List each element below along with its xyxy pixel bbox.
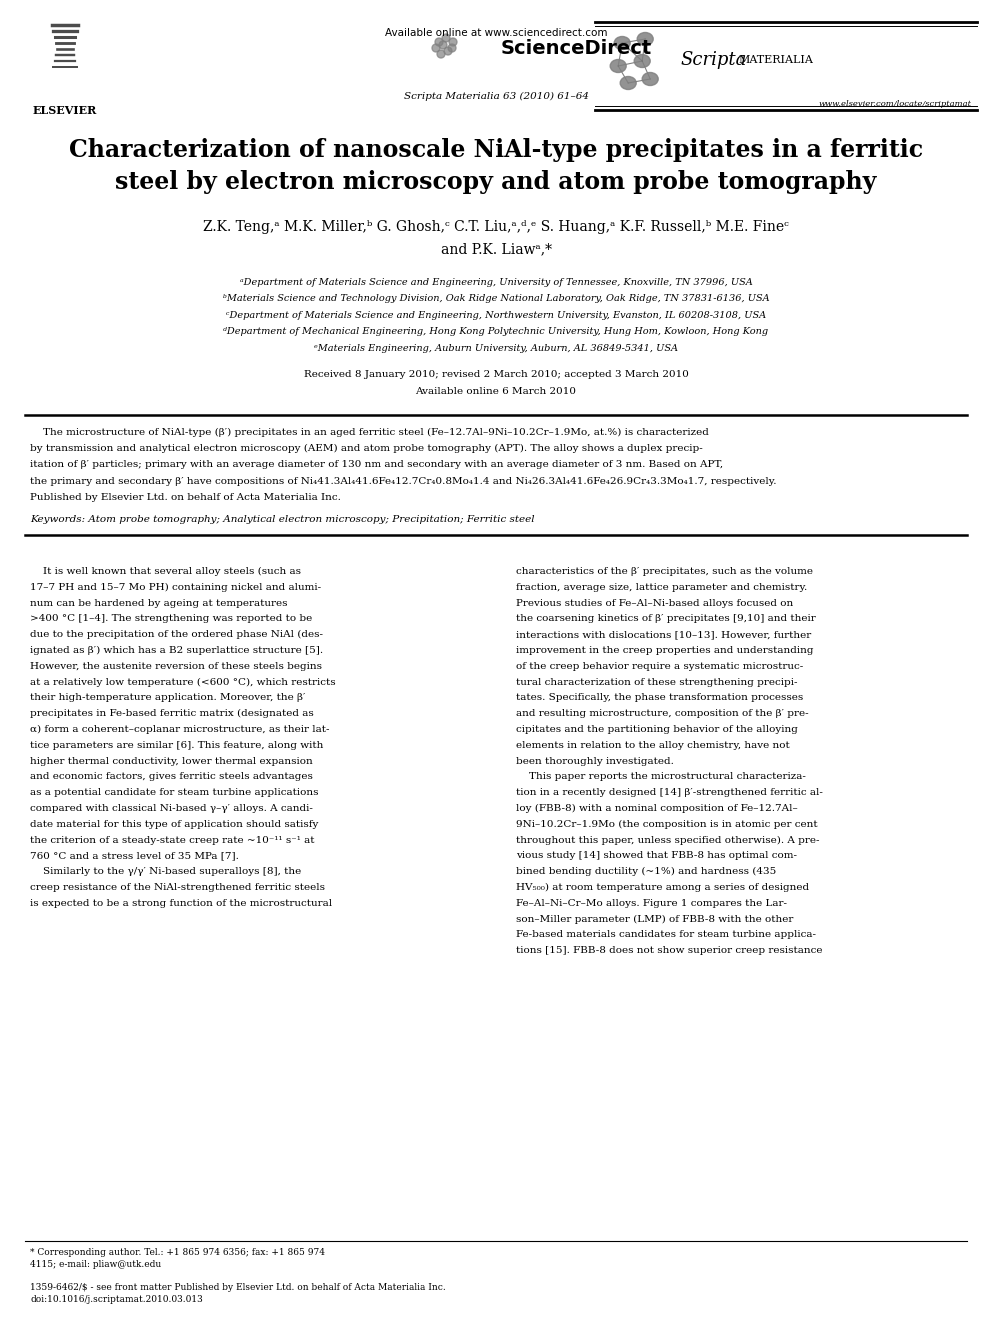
Text: itation of β′ particles; primary with an average diameter of 130 nm and secondar: itation of β′ particles; primary with an… <box>30 460 723 470</box>
Text: characteristics of the β′ precipitates, such as the volume: characteristics of the β′ precipitates, … <box>516 568 813 576</box>
Text: Similarly to the γ/γ′ Ni-based superalloys [8], the: Similarly to the γ/γ′ Ni-based superallo… <box>30 867 302 876</box>
Text: ᵉMaterials Engineering, Auburn University, Auburn, AL 36849-5341, USA: ᵉMaterials Engineering, Auburn Universit… <box>314 344 678 353</box>
Text: vious study [14] showed that FBB-8 has optimal com-: vious study [14] showed that FBB-8 has o… <box>516 852 797 860</box>
Text: 9Ni–10.2Cr–1.9Mo (the composition is in atomic per cent: 9Ni–10.2Cr–1.9Mo (the composition is in … <box>516 820 817 830</box>
Text: due to the precipitation of the ordered phase NiAl (des-: due to the precipitation of the ordered … <box>30 630 323 639</box>
Text: Fe-based materials candidates for steam turbine applica-: Fe-based materials candidates for steam … <box>516 930 816 939</box>
Text: ScienceDirect: ScienceDirect <box>501 38 653 57</box>
Circle shape <box>437 50 445 58</box>
Text: ᶜDepartment of Materials Science and Engineering, Northwestern University, Evans: ᶜDepartment of Materials Science and Eng… <box>226 311 766 320</box>
Text: fraction, average size, lattice parameter and chemistry.: fraction, average size, lattice paramete… <box>516 583 807 591</box>
Text: at a relatively low temperature (<600 °C), which restricts: at a relatively low temperature (<600 °C… <box>30 677 335 687</box>
Text: tates. Specifically, the phase transformation processes: tates. Specifically, the phase transform… <box>516 693 804 703</box>
Text: www.elsevier.com/locate/scriptamat: www.elsevier.com/locate/scriptamat <box>819 101 972 108</box>
Text: Fe–Al–Ni–Cr–Mo alloys. Figure 1 compares the Lar-: Fe–Al–Ni–Cr–Mo alloys. Figure 1 compares… <box>516 898 787 908</box>
Circle shape <box>444 48 452 56</box>
Text: MATERIALIA: MATERIALIA <box>738 56 813 65</box>
Text: and economic factors, gives ferritic steels advantages: and economic factors, gives ferritic ste… <box>30 773 312 782</box>
Text: * Corresponding author. Tel.: +1 865 974 6356; fax: +1 865 974
4115; e-mail: pli: * Corresponding author. Tel.: +1 865 974… <box>30 1248 325 1269</box>
Circle shape <box>432 44 440 52</box>
Text: by transmission and analytical electron microscopy (AEM) and atom probe tomograp: by transmission and analytical electron … <box>30 445 702 452</box>
Text: their high-temperature application. Moreover, the β′: their high-temperature application. More… <box>30 693 306 703</box>
Text: is expected to be a strong function of the microstructural: is expected to be a strong function of t… <box>30 898 332 908</box>
Text: ignated as β′) which has a B2 superlattice structure [5].: ignated as β′) which has a B2 superlatti… <box>30 646 323 655</box>
Text: tural characterization of these strengthening precipi-: tural characterization of these strength… <box>516 677 798 687</box>
Text: It is well known that several alloy steels (such as: It is well known that several alloy stee… <box>30 568 301 576</box>
Text: steel by electron microscopy and atom probe tomography: steel by electron microscopy and atom pr… <box>115 169 877 194</box>
Text: and P.K. Liawᵃ,*: and P.K. Liawᵃ,* <box>440 242 552 255</box>
Text: tions [15]. FBB-8 does not show superior creep resistance: tions [15]. FBB-8 does not show superior… <box>516 946 822 955</box>
Text: interactions with dislocations [10–13]. However, further: interactions with dislocations [10–13]. … <box>516 630 811 639</box>
Text: 760 °C and a stress level of 35 MPa [7].: 760 °C and a stress level of 35 MPa [7]. <box>30 852 239 860</box>
Text: compared with classical Ni-based γ–γ′ alloys. A candi-: compared with classical Ni-based γ–γ′ al… <box>30 804 312 814</box>
Text: HV₅₀₀) at room temperature among a series of designed: HV₅₀₀) at room temperature among a serie… <box>516 882 809 892</box>
Text: ᵇMaterials Science and Technology Division, Oak Ridge National Laboratory, Oak R: ᵇMaterials Science and Technology Divisi… <box>222 295 770 303</box>
Text: Z.K. Teng,ᵃ M.K. Miller,ᵇ G. Ghosh,ᶜ C.T. Liu,ᵃ,ᵈ,ᵉ S. Huang,ᵃ K.F. Russell,ᵇ M.: Z.K. Teng,ᵃ M.K. Miller,ᵇ G. Ghosh,ᶜ C.T… <box>203 220 789 234</box>
Text: higher thermal conductivity, lower thermal expansion: higher thermal conductivity, lower therm… <box>30 757 312 766</box>
Text: Previous studies of Fe–Al–Ni-based alloys focused on: Previous studies of Fe–Al–Ni-based alloy… <box>516 598 794 607</box>
Text: Scripta: Scripta <box>681 52 747 69</box>
Circle shape <box>449 38 457 46</box>
Text: 17–7 PH and 15–7 Mo PH) containing nickel and alumi-: 17–7 PH and 15–7 Mo PH) containing nicke… <box>30 583 321 591</box>
Text: num can be hardened by ageing at temperatures: num can be hardened by ageing at tempera… <box>30 598 288 607</box>
Text: ᵃDepartment of Materials Science and Engineering, University of Tennessee, Knoxv: ᵃDepartment of Materials Science and Eng… <box>240 278 752 287</box>
Text: Received 8 January 2010; revised 2 March 2010; accepted 3 March 2010: Received 8 January 2010; revised 2 March… <box>304 370 688 380</box>
Text: tice parameters are similar [6]. This feature, along with: tice parameters are similar [6]. This fe… <box>30 741 323 750</box>
Text: improvement in the creep properties and understanding: improvement in the creep properties and … <box>516 646 813 655</box>
Text: throughout this paper, unless specified otherwise). A pre-: throughout this paper, unless specified … <box>516 836 819 844</box>
Text: Available online 6 March 2010: Available online 6 March 2010 <box>416 388 576 397</box>
Text: been thoroughly investigated.: been thoroughly investigated. <box>516 757 674 766</box>
Text: 1359-6462/$ - see front matter Published by Elsevier Ltd. on behalf of Acta Mate: 1359-6462/$ - see front matter Published… <box>30 1283 445 1303</box>
Text: ELSEVIER: ELSEVIER <box>33 105 97 116</box>
Ellipse shape <box>610 60 626 73</box>
Text: bined bending ductility (~1%) and hardness (435: bined bending ductility (~1%) and hardne… <box>516 867 777 876</box>
Ellipse shape <box>634 54 650 67</box>
Text: This paper reports the microstructural characteriza-: This paper reports the microstructural c… <box>516 773 806 782</box>
Text: elements in relation to the alloy chemistry, have not: elements in relation to the alloy chemis… <box>516 741 790 750</box>
Text: The microstructure of NiAl-type (β′) precipitates in an aged ferritic steel (Fe–: The microstructure of NiAl-type (β′) pre… <box>30 427 709 437</box>
Text: >400 °C [1–4]. The strengthening was reported to be: >400 °C [1–4]. The strengthening was rep… <box>30 614 312 623</box>
Text: the criterion of a steady-state creep rate ~10⁻¹¹ s⁻¹ at: the criterion of a steady-state creep ra… <box>30 836 314 844</box>
Text: loy (FBB-8) with a nominal composition of Fe–12.7Al–: loy (FBB-8) with a nominal composition o… <box>516 804 798 814</box>
Circle shape <box>442 34 450 42</box>
Text: cipitates and the partitioning behavior of the alloying: cipitates and the partitioning behavior … <box>516 725 798 734</box>
Text: as a potential candidate for steam turbine applications: as a potential candidate for steam turbi… <box>30 789 318 798</box>
Text: Characterization of nanoscale NiAl-type precipitates in a ferritic: Characterization of nanoscale NiAl-type … <box>68 138 924 161</box>
Text: tion in a recently designed [14] β′-strengthened ferritic al-: tion in a recently designed [14] β′-stre… <box>516 789 823 798</box>
Ellipse shape <box>637 33 653 45</box>
Text: the primary and secondary β′ have compositions of Ni₄41.3Al₄41.6Fe₄12.7Cr₄0.8Mo₄: the primary and secondary β′ have compos… <box>30 478 777 486</box>
Text: and resulting microstructure, composition of the β′ pre-: and resulting microstructure, compositio… <box>516 709 808 718</box>
Text: of the creep behavior require a systematic microstruc-: of the creep behavior require a systemat… <box>516 662 804 671</box>
Ellipse shape <box>614 37 630 49</box>
Ellipse shape <box>620 77 636 90</box>
Text: Keywords: Atom probe tomography; Analytical electron microscopy; Precipitation; : Keywords: Atom probe tomography; Analyti… <box>30 515 535 524</box>
Text: However, the austenite reversion of these steels begins: However, the austenite reversion of thes… <box>30 662 322 671</box>
Text: Available online at www.sciencedirect.com: Available online at www.sciencedirect.co… <box>385 28 607 38</box>
Ellipse shape <box>642 73 659 86</box>
Text: ᵈDepartment of Mechanical Engineering, Hong Kong Polytechnic University, Hung Ho: ᵈDepartment of Mechanical Engineering, H… <box>223 328 769 336</box>
Text: the coarsening kinetics of β′ precipitates [9,10] and their: the coarsening kinetics of β′ precipitat… <box>516 614 815 623</box>
Circle shape <box>439 41 447 49</box>
Text: α) form a coherent–coplanar microstructure, as their lat-: α) form a coherent–coplanar microstructu… <box>30 725 329 734</box>
Text: precipitates in Fe-based ferritic matrix (designated as: precipitates in Fe-based ferritic matrix… <box>30 709 313 718</box>
Circle shape <box>435 38 443 46</box>
Text: Scripta Materialia 63 (2010) 61–64: Scripta Materialia 63 (2010) 61–64 <box>404 93 588 101</box>
Text: creep resistance of the NiAl-strengthened ferritic steels: creep resistance of the NiAl-strengthene… <box>30 882 325 892</box>
Text: date material for this type of application should satisfy: date material for this type of applicati… <box>30 820 318 828</box>
Circle shape <box>448 44 456 52</box>
Text: son–Miller parameter (LMP) of FBB-8 with the other: son–Miller parameter (LMP) of FBB-8 with… <box>516 914 794 923</box>
Text: Published by Elsevier Ltd. on behalf of Acta Materialia Inc.: Published by Elsevier Ltd. on behalf of … <box>30 493 341 503</box>
